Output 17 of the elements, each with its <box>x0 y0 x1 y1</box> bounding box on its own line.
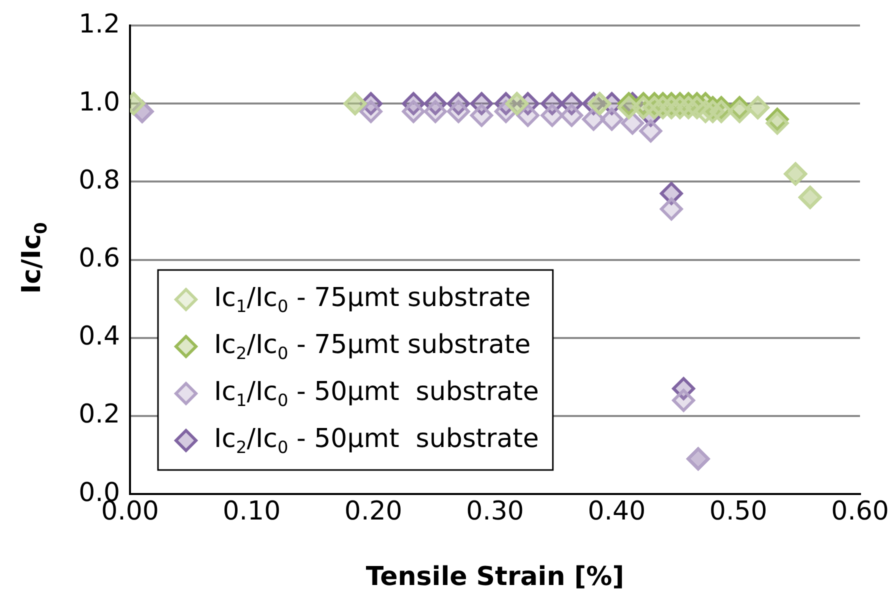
x-tick-label: 0.20 <box>344 496 402 526</box>
y-tick-label: 0.2 <box>78 400 120 430</box>
y-tick-label: 0.8 <box>78 165 120 196</box>
y-tick-label: 1.0 <box>78 87 120 118</box>
x-tick-label: 0.10 <box>222 496 281 526</box>
legend-label: Ic$_{2}$/Ic$_{0}$ - 50μmt substrate <box>214 424 539 458</box>
legend-label: Ic$_{2}$/Ic$_{0}$ - 75μmt substrate <box>214 330 531 364</box>
x-tick-label: 0.40 <box>588 496 646 526</box>
x-tick-label: 0.50 <box>709 496 768 526</box>
legend-label: Ic$_{1}$/Ic$_{0}$ - 75μmt substrate <box>214 282 531 316</box>
y-tick-label: 1.2 <box>78 9 120 40</box>
y-tick-label: 0.6 <box>78 244 120 274</box>
x-axis-title: Tensile Strain [%] <box>364 562 626 592</box>
legend-label: Ic$_{1}$/Ic$_{0}$ - 50μmt substrate <box>214 376 539 410</box>
x-tick-label: 0.60 <box>831 496 889 526</box>
y-tick-label: 0.4 <box>78 322 120 352</box>
x-tick-label: 0.30 <box>466 496 524 526</box>
